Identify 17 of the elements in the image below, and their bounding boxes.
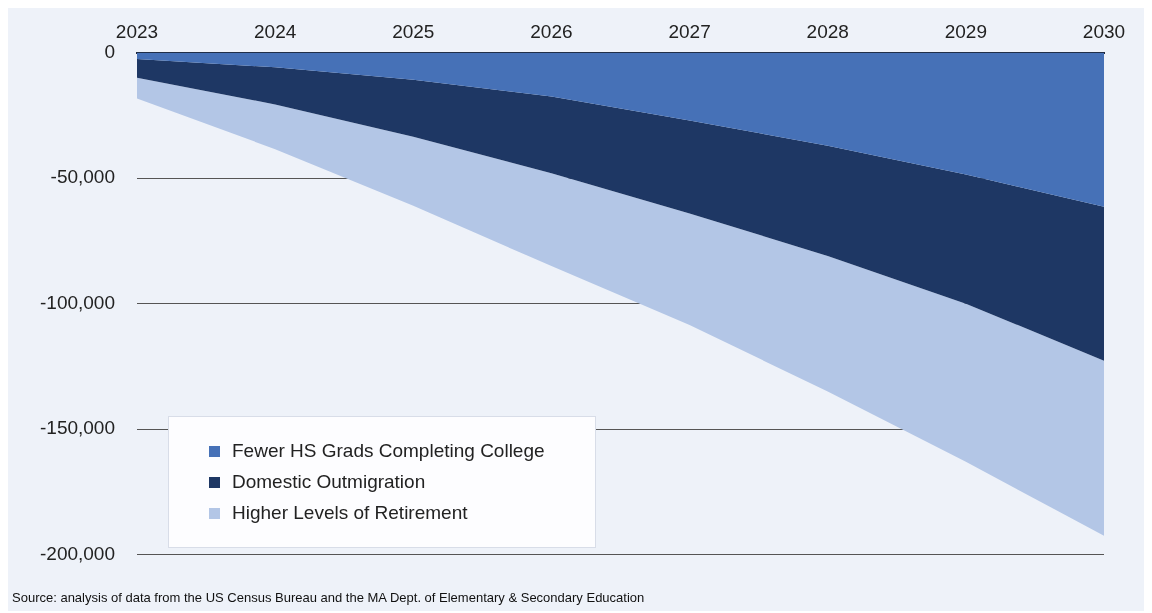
legend-label: Domestic Outmigration [232, 471, 426, 493]
x-tick-label: 2026 [530, 20, 573, 42]
x-tick-label: 2027 [668, 20, 711, 42]
x-tick-label: 2025 [392, 20, 435, 42]
x-tick-label: 2030 [1082, 20, 1126, 42]
x-tick-label: 2023 [115, 20, 159, 42]
x-tick-label: 2028 [806, 20, 849, 42]
x-tick-label: 2029 [944, 20, 987, 42]
y-tick-label: -50,000 [50, 166, 116, 188]
source-note: Source: analysis of data from the US Census Bureau and the MA Dept. of Elementary & Secondary Education [11, 589, 646, 607]
x-tick-label: 2024 [254, 20, 297, 42]
y-tick-label: 0 [104, 41, 116, 63]
legend-label: Higher Levels of Retirement [232, 502, 468, 524]
legend-label: Fewer HS Grads Completing College [232, 440, 545, 462]
y-tick-label: -200,000 [39, 542, 116, 564]
y-tick-label: -100,000 [39, 291, 116, 313]
y-tick-label: -150,000 [39, 417, 116, 439]
